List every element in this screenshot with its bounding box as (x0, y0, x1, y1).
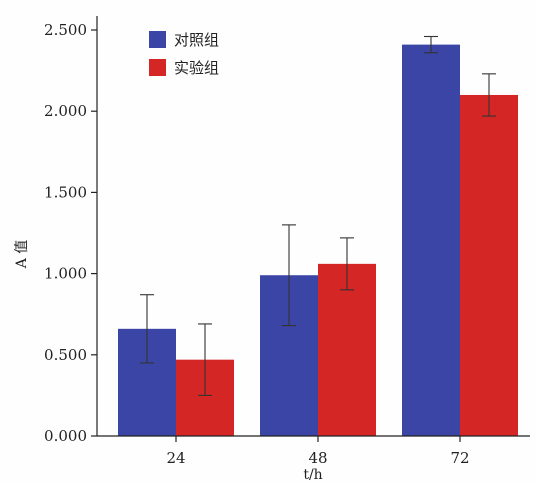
x-tick-label: 72 (450, 449, 469, 467)
y-ticks: 0.000 0.500 1.000 1.500 2.000 2.500 (44, 21, 97, 445)
y-tick-label: 2.000 (44, 102, 87, 120)
error-bars-layer (140, 35, 496, 396)
y-tick-label: 0.500 (44, 346, 87, 364)
legend-label: 实验组 (174, 59, 219, 77)
y-axis-title: A 值 (14, 240, 30, 270)
y-tick-label: 0.000 (44, 427, 87, 445)
bars-layer (118, 44, 518, 437)
axes-layer (96, 16, 530, 437)
legend-swatch (149, 59, 166, 76)
x-axis-title: t/h (303, 467, 322, 482)
bar-experiment-48 (318, 263, 376, 436)
y-tick-label: 1.000 (44, 265, 87, 283)
x-ticks: 24 48 72 (166, 436, 470, 467)
x-tick-label: 24 (166, 449, 185, 467)
y-tick-label: 1.500 (44, 183, 87, 201)
legend-label: 对照组 (174, 31, 219, 49)
y-tick-label: 2.500 (44, 21, 87, 39)
legend-swatch (149, 31, 166, 48)
x-tick-label: 48 (308, 449, 327, 467)
bar-control-72 (402, 44, 460, 437)
bar-experiment-72 (460, 94, 518, 437)
